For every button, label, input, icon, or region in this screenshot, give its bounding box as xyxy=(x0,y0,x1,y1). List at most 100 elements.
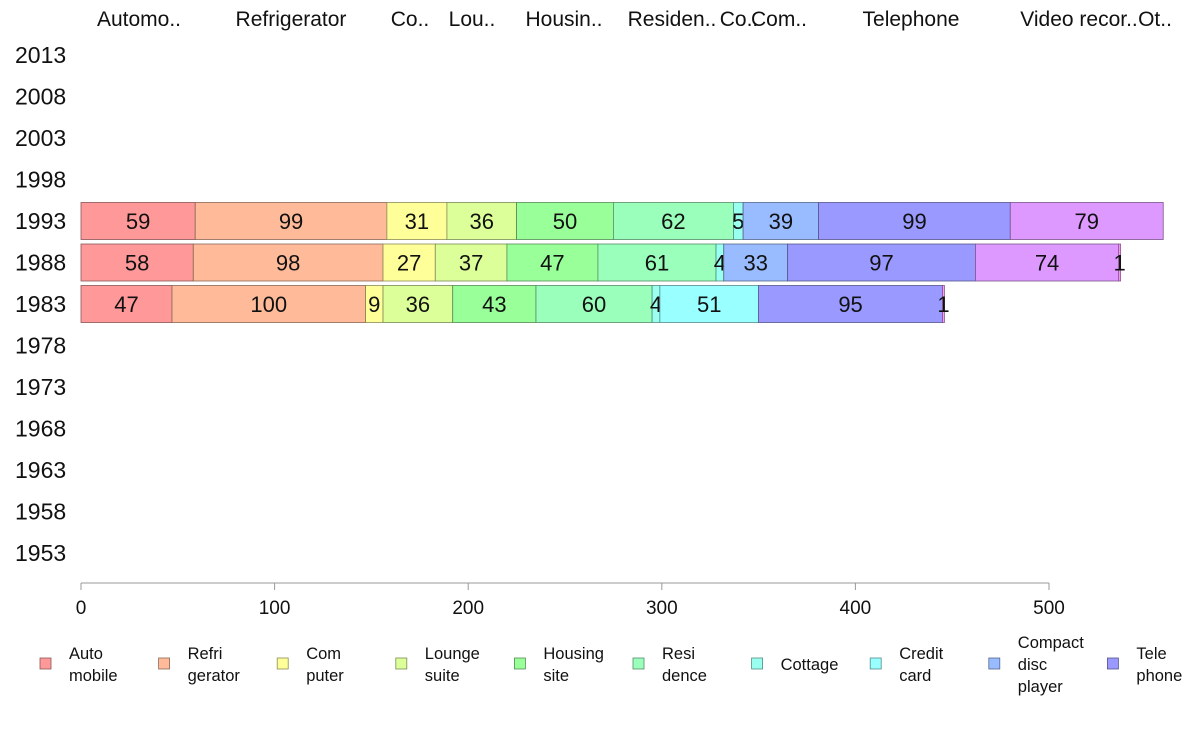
legend-label: site xyxy=(543,667,569,685)
bar-value-label: 100 xyxy=(250,292,287,317)
bar-value-label: 36 xyxy=(470,209,494,234)
bar-value-label: 74 xyxy=(1035,251,1059,276)
x-tick-label: 400 xyxy=(840,598,872,619)
bar-value-label: 9 xyxy=(368,292,380,317)
legend-swatch xyxy=(869,657,882,670)
top-label: Video recor.. xyxy=(1020,8,1138,31)
legend-swatch xyxy=(514,657,526,670)
x-axis: 0 100 200 300 400 500 xyxy=(76,582,1065,619)
legend-label: phone xyxy=(1136,667,1182,685)
legend-label: Auto xyxy=(69,645,103,663)
y-tick-label: 2008 xyxy=(15,84,66,110)
bar-segment xyxy=(80,285,173,323)
bar-value-label: 50 xyxy=(553,209,577,234)
bar-value-label: 5 xyxy=(732,209,744,234)
bar-value-label: 47 xyxy=(540,251,564,276)
bar-segment xyxy=(659,285,760,323)
top-label: Lou.. xyxy=(449,8,496,31)
top-label: Housin.. xyxy=(525,8,602,31)
bar-value-label: 51 xyxy=(697,292,721,317)
y-tick-label: 1998 xyxy=(15,167,66,193)
bar-segment xyxy=(613,202,734,240)
legend-swatch xyxy=(158,657,171,670)
bar-value-label: 79 xyxy=(1075,209,1099,234)
y-tick-label: 1963 xyxy=(15,457,66,483)
y-tick-label: 2013 xyxy=(15,42,66,68)
y-tick-label: 1953 xyxy=(15,540,66,566)
legend-swatch xyxy=(988,657,1001,670)
bar-value-label: 31 xyxy=(405,209,429,234)
top-label: Telephone xyxy=(863,8,960,31)
legend-swatch xyxy=(276,657,289,670)
legend-label: Tele xyxy=(1136,645,1166,663)
bar-value-label: 62 xyxy=(661,209,685,234)
bar-segment xyxy=(382,243,436,282)
legend-label: Housing xyxy=(543,645,604,663)
legend-label: suite xyxy=(425,667,460,685)
x-tick-label: 500 xyxy=(1033,598,1065,619)
legend-label: mobile xyxy=(69,667,118,685)
bar-value-label: 99 xyxy=(902,209,926,234)
bar-segment xyxy=(382,285,454,323)
top-label: Automo.. xyxy=(97,8,181,31)
bar-segment xyxy=(975,243,1120,282)
bar-value-label: 33 xyxy=(743,251,767,276)
y-tick-label: 1993 xyxy=(15,208,66,234)
x-tick-label: 200 xyxy=(452,598,484,619)
bar-segment xyxy=(597,243,717,282)
bar-value-label: 39 xyxy=(769,209,793,234)
bar-segment xyxy=(434,243,508,282)
bar-value-label: 47 xyxy=(114,292,138,317)
bar-value-label: 37 xyxy=(459,251,483,276)
legend-label: player xyxy=(1018,678,1063,696)
bar-value-label: 60 xyxy=(582,292,606,317)
bar-value-label: 61 xyxy=(645,251,669,276)
y-axis: 2013 2008 2003 1998 1993 1988 1983 1978 1973 1968… xyxy=(15,42,66,566)
legend-label: Cottage xyxy=(781,656,839,674)
legend-label: Compact xyxy=(1018,634,1084,652)
y-tick-label: 1978 xyxy=(15,333,66,359)
y-tick-label: 1958 xyxy=(15,499,66,525)
y-tick-label: 1968 xyxy=(15,416,66,442)
bars: 59 99 31 36 50 62 5 39 99 79 58 98 27 37 47 61 4 33 97 74 1 4… xyxy=(80,202,1164,323)
legend-label: Resi xyxy=(662,645,695,663)
legend-label: dence xyxy=(662,667,707,685)
bar-segment xyxy=(171,285,366,323)
bar-value-label: 95 xyxy=(838,292,862,317)
bar-value-label: 36 xyxy=(406,292,430,317)
bar-segment xyxy=(942,285,945,323)
bar-value-label: 58 xyxy=(125,251,149,276)
bar-value-label: 27 xyxy=(397,251,421,276)
legend: Auto mobile Refri gerator Com puter Lounge suit… xyxy=(39,634,1182,696)
top-category-labels: Automo.. Refrigerator Co.. Lou.. Housin.. Res… xyxy=(97,8,1172,31)
bar-segment xyxy=(452,285,537,323)
legend-label: Credit xyxy=(899,645,943,663)
y-tick-label: 1973 xyxy=(15,374,66,400)
bar-segment xyxy=(506,243,599,282)
legend-swatch xyxy=(751,657,763,670)
x-tick-label: 300 xyxy=(646,598,678,619)
top-label: Refrigerator xyxy=(236,8,347,31)
top-label: Residen.. xyxy=(628,8,717,31)
bar-segment xyxy=(535,285,653,323)
y-tick-label: 1988 xyxy=(15,250,66,276)
bar-value-label: 43 xyxy=(482,292,506,317)
bar-segment xyxy=(1009,202,1164,240)
bar-segment xyxy=(818,202,1011,240)
bar-segment xyxy=(516,202,614,240)
legend-label: Refri xyxy=(188,645,223,663)
y-tick-label: 2003 xyxy=(15,125,66,151)
bar-value-label: 1 xyxy=(1114,251,1126,276)
legend-swatch xyxy=(632,657,645,670)
bar-segment xyxy=(758,285,943,323)
bar-value-label: 97 xyxy=(869,251,893,276)
legend-label: Com xyxy=(306,645,341,663)
bar-value-label: 59 xyxy=(126,209,150,234)
legend-label: card xyxy=(899,667,931,685)
legend-label: puter xyxy=(306,667,344,685)
bar-value-label: 99 xyxy=(279,209,303,234)
bar-value-label: 4 xyxy=(650,292,662,317)
bar-value-label: 1 xyxy=(937,292,949,317)
bar-segment xyxy=(194,202,388,240)
